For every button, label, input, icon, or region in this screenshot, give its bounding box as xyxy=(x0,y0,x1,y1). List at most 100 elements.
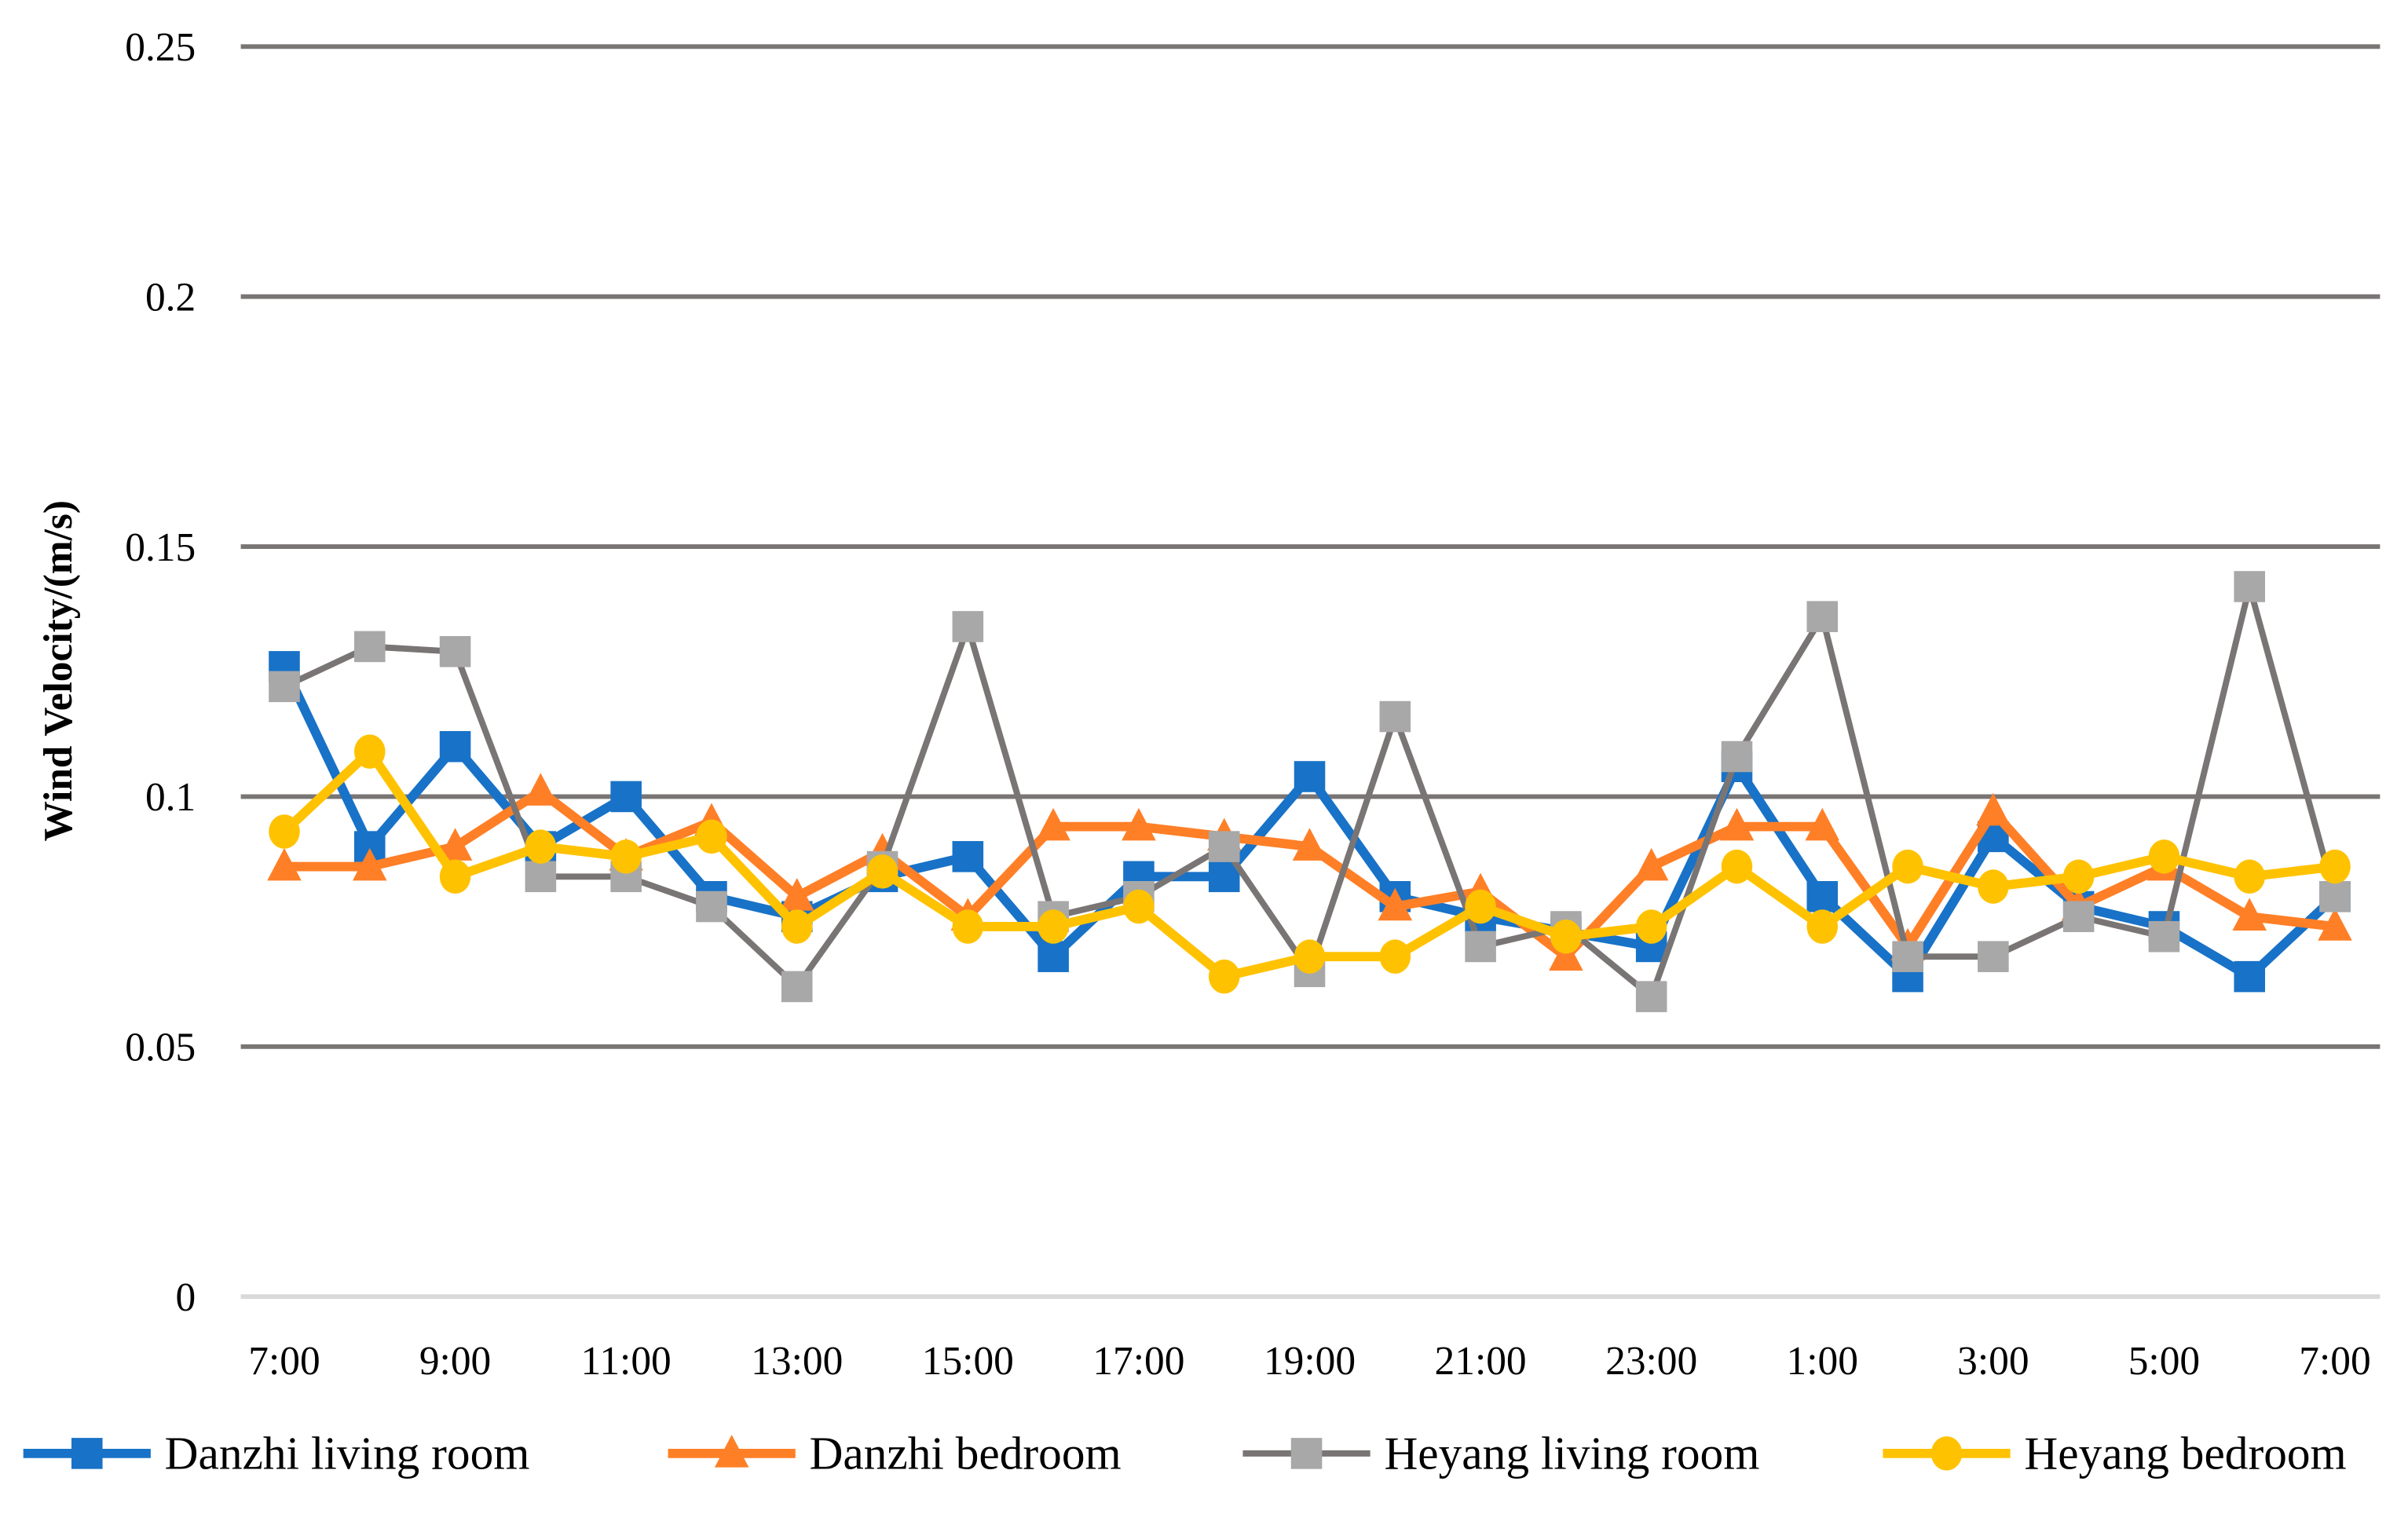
data-point xyxy=(952,611,984,642)
x-tick-label: 5:00 xyxy=(2128,1339,2200,1384)
data-point xyxy=(2234,960,2266,993)
data-point xyxy=(1635,981,1667,1012)
y-tick-label: 0.25 xyxy=(125,25,196,70)
data-point xyxy=(1719,807,1755,841)
data-point xyxy=(1208,959,1240,994)
data-point xyxy=(1379,700,1411,733)
data-point xyxy=(439,635,471,667)
data-point xyxy=(525,829,557,864)
legend-label: Heyang bedroom xyxy=(2024,1428,2346,1479)
data-point xyxy=(781,971,813,1003)
data-point xyxy=(523,773,558,806)
data-point xyxy=(2234,859,2266,894)
x-tick-label: 13:00 xyxy=(751,1339,843,1384)
legend-item: Danzhi bedroom xyxy=(668,1428,1122,1479)
data-point xyxy=(267,847,302,881)
data-point xyxy=(2319,880,2351,912)
x-tick-label: 1:00 xyxy=(1787,1339,1858,1384)
x-tick-label: 7:00 xyxy=(248,1339,320,1384)
legend-marker xyxy=(1930,1436,1963,1471)
data-point xyxy=(2148,920,2180,953)
legend: Danzhi living room Danzhi bedroom Heyang l… xyxy=(23,1428,2347,1479)
data-point xyxy=(437,828,473,861)
data-point xyxy=(1122,807,1156,841)
x-tick-label: 19:00 xyxy=(1264,1339,1356,1384)
data-point xyxy=(1635,909,1667,944)
data-point xyxy=(781,909,813,944)
x-tick-label: 11:00 xyxy=(581,1339,672,1384)
legend-item: Heyang living room xyxy=(1242,1428,1759,1479)
data-point xyxy=(1294,761,1326,792)
data-point xyxy=(1978,869,2009,904)
data-point xyxy=(1465,931,1496,963)
data-point xyxy=(439,859,471,894)
data-point xyxy=(2062,859,2095,894)
y-tick-label: 0 xyxy=(176,1275,196,1320)
data-point xyxy=(1294,939,1326,974)
data-point xyxy=(1721,741,1753,773)
data-point xyxy=(439,730,471,762)
data-point xyxy=(1123,889,1155,924)
y-tick-label: 0.2 xyxy=(145,275,196,320)
data-point xyxy=(2232,898,2267,931)
legend-item: Heyang bedroom xyxy=(1883,1428,2347,1479)
data-point xyxy=(353,734,386,769)
data-point xyxy=(1037,941,1069,972)
data-point xyxy=(353,631,386,663)
data-point xyxy=(1379,939,1411,974)
data-point xyxy=(1292,828,1327,861)
data-point xyxy=(610,839,642,874)
data-point xyxy=(1634,847,1669,881)
x-tick-label: 21:00 xyxy=(1435,1339,1527,1384)
data-point xyxy=(1806,880,1839,912)
legend-label: Danzhi living room xyxy=(165,1428,530,1479)
data-point xyxy=(353,847,387,881)
data-point xyxy=(2062,901,2095,933)
data-point xyxy=(696,890,727,923)
legend-marker xyxy=(1290,1438,1323,1469)
data-point xyxy=(1892,849,1923,884)
x-tick-label: 3:00 xyxy=(1957,1339,2029,1384)
data-point xyxy=(1549,938,1583,971)
data-point xyxy=(2319,849,2351,884)
y-tick-label: 0.1 xyxy=(145,775,196,820)
data-point xyxy=(1806,601,1839,632)
x-tick-label: 23:00 xyxy=(1605,1339,1697,1384)
data-point xyxy=(525,861,557,893)
legend-item: Danzhi living room xyxy=(23,1428,530,1479)
data-point xyxy=(1208,831,1240,862)
data-point xyxy=(952,909,984,944)
data-point xyxy=(1976,792,2011,826)
data-point xyxy=(610,781,642,813)
x-tick-label: 9:00 xyxy=(419,1339,491,1384)
x-tick-label: 15:00 xyxy=(922,1339,1014,1384)
data-point xyxy=(1721,849,1753,884)
data-point xyxy=(866,854,898,889)
data-point xyxy=(1806,909,1839,944)
data-point xyxy=(269,671,300,703)
y-tick-label: 0.15 xyxy=(125,525,196,570)
legend-marker xyxy=(71,1438,103,1469)
data-point xyxy=(2318,908,2352,941)
y-axis-ticks: 0 0.05 0.1 0.15 0.2 0.25 xyxy=(125,25,196,1320)
data-point xyxy=(1465,889,1496,924)
y-axis-label: Wind Velocity/(m/s) xyxy=(36,500,81,842)
series-heyang-bedroom xyxy=(269,734,2351,994)
data-point xyxy=(779,878,814,911)
series-line xyxy=(280,664,2339,982)
x-axis-ticks: 7:00 9:00 11:00 13:00 15:00 17:00 19:00 21:00 23… xyxy=(248,1339,2370,1384)
data-point xyxy=(1805,807,1840,841)
y-tick-label: 0.05 xyxy=(125,1026,196,1070)
data-point xyxy=(952,841,984,872)
data-point xyxy=(696,819,727,854)
legend-label: Danzhi bedroom xyxy=(810,1428,1122,1479)
legend-marker xyxy=(714,1435,749,1468)
x-tick-label: 17:00 xyxy=(1092,1339,1184,1384)
data-point xyxy=(269,814,300,849)
gridlines xyxy=(240,44,2381,1300)
data-point xyxy=(1036,807,1070,841)
legend-label: Heyang living room xyxy=(1384,1428,1759,1479)
data-point xyxy=(1892,941,1923,972)
data-point xyxy=(1037,909,1069,944)
